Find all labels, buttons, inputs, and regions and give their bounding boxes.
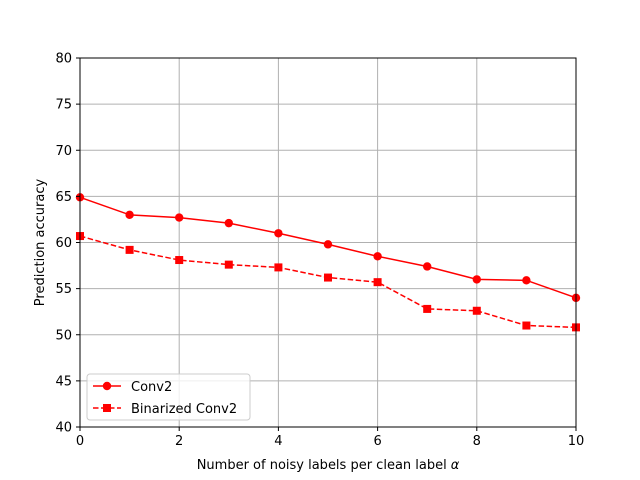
y-tick-label: 55 [55, 282, 72, 297]
data-point-conv2 [224, 218, 233, 228]
data-point-conv2 [175, 213, 184, 222]
data-point-binarized-conv2 [324, 273, 332, 282]
y-tick-label: 45 [55, 374, 72, 389]
data-point-conv2 [472, 275, 481, 284]
data-point-conv2 [125, 210, 134, 220]
y-tick-label: 70 [55, 144, 72, 159]
legend-label-binarized-conv2: Binarized Conv2 [131, 402, 237, 417]
y-tick-label: 80 [55, 52, 72, 67]
data-point-conv2 [423, 262, 432, 271]
x-tick-label: 8 [473, 434, 481, 449]
legend-box [86, 373, 251, 421]
data-point-binarized-conv2 [274, 263, 283, 272]
data-point-binarized-conv2 [522, 321, 531, 330]
data-point-binarized-conv2 [373, 278, 382, 287]
data-point-binarized-conv2 [125, 245, 134, 254]
x-axis-label: Number of noisy labels per clean label α [197, 458, 460, 473]
data-point-binarized-conv2 [175, 256, 184, 265]
x-tick-label: 4 [274, 434, 282, 449]
legend-label-conv2: Conv2 [131, 380, 172, 395]
y-tick-label: 40 [55, 421, 72, 436]
data-point-conv2 [323, 240, 333, 249]
data-point-binarized-conv2 [423, 304, 432, 313]
data-point-binarized-conv2 [224, 260, 233, 269]
y-tick-label: 50 [55, 328, 72, 343]
data-point-conv2 [274, 229, 283, 238]
y-tick-label: 60 [55, 236, 72, 251]
y-axis-label: Prediction accuracy [33, 179, 48, 307]
x-tick-label: 2 [175, 434, 183, 449]
legend-marker-conv2 [102, 381, 112, 391]
x-tick-label: 10 [568, 434, 585, 449]
x-tick-label: 6 [373, 434, 381, 449]
data-point-conv2 [522, 276, 531, 285]
x-tick-label: 0 [76, 434, 84, 449]
ticks: 0 2 4 6 8 10 40 45 50 55 60 65 70 75 80 [55, 52, 584, 450]
legend: Conv2 Binarized Conv2 [86, 373, 251, 421]
y-tick-label: 75 [55, 98, 72, 113]
data-point-binarized-conv2 [472, 306, 481, 315]
legend-marker-binarized-conv2 [103, 404, 111, 412]
data-point-conv2 [373, 252, 382, 261]
y-tick-label: 65 [55, 190, 72, 205]
x-axis-label-symbol: α [451, 458, 460, 473]
x-axis-label-main: Number of noisy labels per clean label [197, 458, 447, 473]
